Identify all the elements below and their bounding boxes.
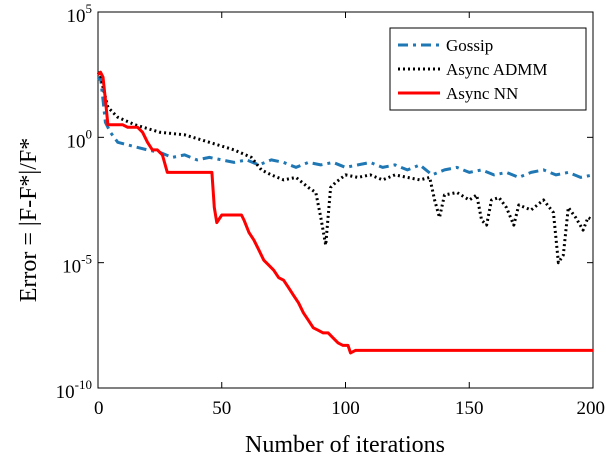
y-tick-label: 105 <box>67 1 93 27</box>
y-tick-label: 10-10 <box>56 377 92 403</box>
x-tick-label: 0 <box>94 398 104 419</box>
series-line-gossip <box>96 75 594 179</box>
x-tick-label: 150 <box>455 398 484 419</box>
legend-label-async-nn: Async NN <box>446 84 518 103</box>
series-line-async-nn <box>96 70 593 355</box>
ticks-layer: 0 50 100 150 200 10-10 10-5 100 105 <box>56 1 605 419</box>
y-tick-label: 100 <box>67 126 93 152</box>
x-tick-label: 100 <box>331 398 360 419</box>
series-layer <box>96 70 594 355</box>
x-axis-title: Number of iterations <box>245 432 445 458</box>
x-tick-label: 200 <box>577 398 606 419</box>
y-tick-label: 10-5 <box>62 252 92 278</box>
legend-box <box>389 27 587 111</box>
y-axis-title: Error = |F-F*|/F* <box>16 138 42 302</box>
legend-label-async-admm: Async ADMM <box>446 60 548 79</box>
legend: Gossip Async ADMM Async NN <box>389 27 587 111</box>
x-tick-label: 50 <box>212 398 231 419</box>
legend-label-gossip: Gossip <box>446 36 493 55</box>
